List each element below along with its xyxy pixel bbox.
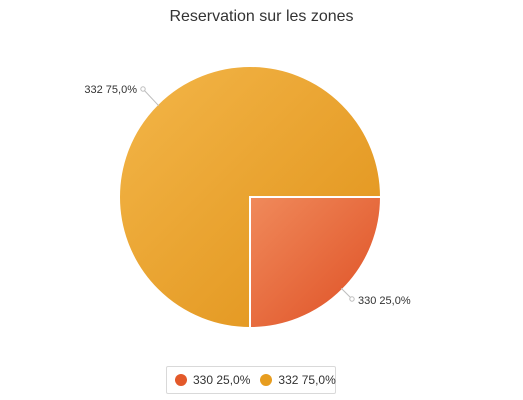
legend: 330 25,0% 332 75,0% (166, 366, 336, 394)
legend-item-330[interactable]: 330 25,0% (175, 373, 250, 387)
legend-dot-330 (175, 374, 187, 386)
legend-label-332: 332 75,0% (278, 373, 336, 387)
slice-label-332: 332 75,0% (84, 84, 137, 96)
leader-line-332 (142, 88, 160, 107)
chart-title: Reservation sur les zones (169, 8, 354, 25)
pie-slice-330[interactable] (249, 196, 383, 330)
legend-dot-332 (260, 374, 273, 386)
legend-label-330: 330 25,0% (193, 373, 251, 387)
leader-dot-330 (349, 296, 355, 302)
slice-label-330: 330 25,0% (358, 295, 411, 307)
leader-dot-332 (140, 86, 146, 92)
legend-item-332[interactable]: 332 75,0% (260, 373, 336, 387)
